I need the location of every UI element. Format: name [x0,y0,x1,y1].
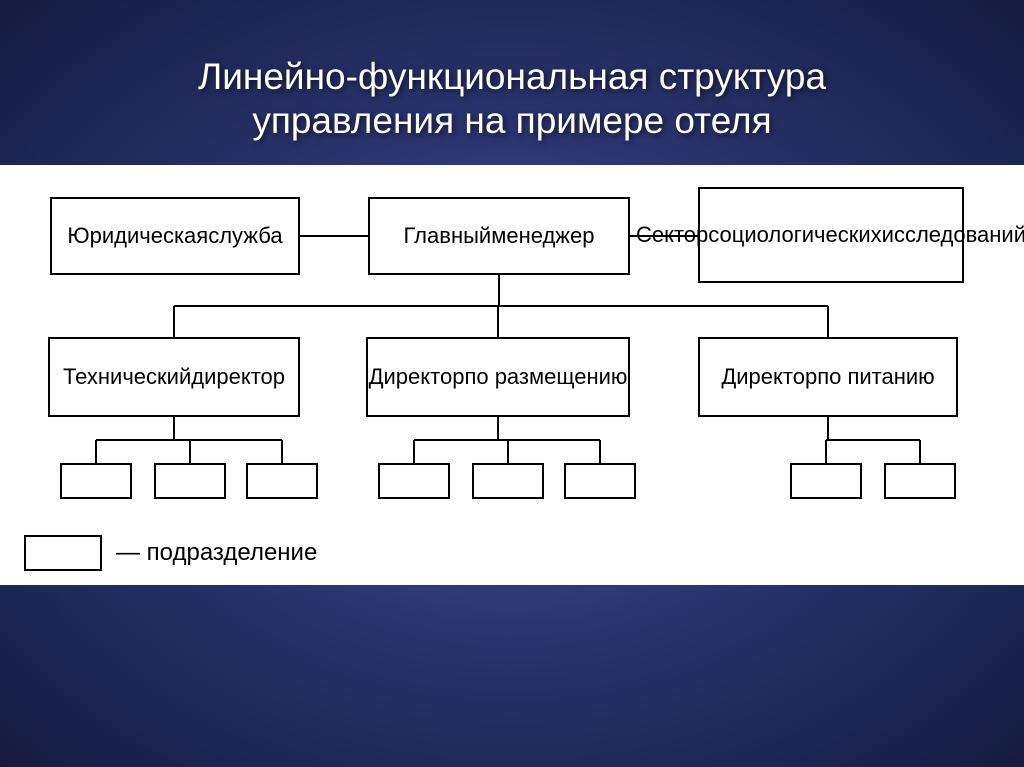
node-label-line: Технический [63,364,191,389]
connector-line [827,417,829,440]
node-small [60,463,132,499]
connector-line [827,306,829,337]
node-label-line: директор [191,364,285,389]
legend-box-icon [24,535,102,571]
node-placement: Директорпо размещению [366,337,630,417]
node-label-line: Директор [721,364,817,389]
legend: — подразделение [24,535,317,571]
node-manager: Главныйменеджер [368,197,630,275]
node-research: Секторсоциологическихисследований [698,187,964,283]
connector-line [173,417,175,440]
connector-line [300,235,368,237]
connector-line [497,417,499,440]
connector-line [189,440,191,463]
connector-line [599,440,601,463]
connector-line [826,439,920,441]
node-small [378,463,450,499]
connector-line [174,305,828,307]
node-label-line: Главный [404,223,492,248]
connector-line [281,440,283,463]
node-label-line: Директор [369,364,465,389]
node-small [154,463,226,499]
connector-line [173,306,175,337]
node-small [246,463,318,499]
connector-line [413,440,415,463]
connector-line [497,306,499,337]
node-label-line: Юридическая [67,223,208,248]
title-line-2: управления на примере отеля [252,100,771,141]
node-label-line: исследований [882,222,1024,247]
connector-line [630,235,698,237]
node-label-line: по размещению [464,364,627,389]
slide-title: Линейно-функциональная структура управле… [0,0,1024,144]
connector-line [919,440,921,463]
node-label-line: социологических [708,222,881,247]
node-small [472,463,544,499]
connector-line [507,440,509,463]
connector-line [95,440,97,463]
node-legal: Юридическаяслужба [50,197,300,275]
node-small [790,463,862,499]
connector-line [498,275,500,306]
slide: Линейно-функциональная структура управле… [0,0,1024,767]
diagram: Юридическаяслужба Главныйменеджер Секторсо… [0,165,1024,585]
legend-label: — подразделение [116,539,317,567]
node-label-line: служба [208,223,282,248]
node-label-line: по питанию [817,364,934,389]
node-label-line: менеджер [491,223,594,248]
node-small [884,463,956,499]
node-small [564,463,636,499]
node-tech: Техническийдиректор [48,337,300,417]
node-food: Директорпо питанию [698,337,958,417]
title-line-1: Линейно-функциональная структура [198,56,826,97]
connector-line [825,440,827,463]
